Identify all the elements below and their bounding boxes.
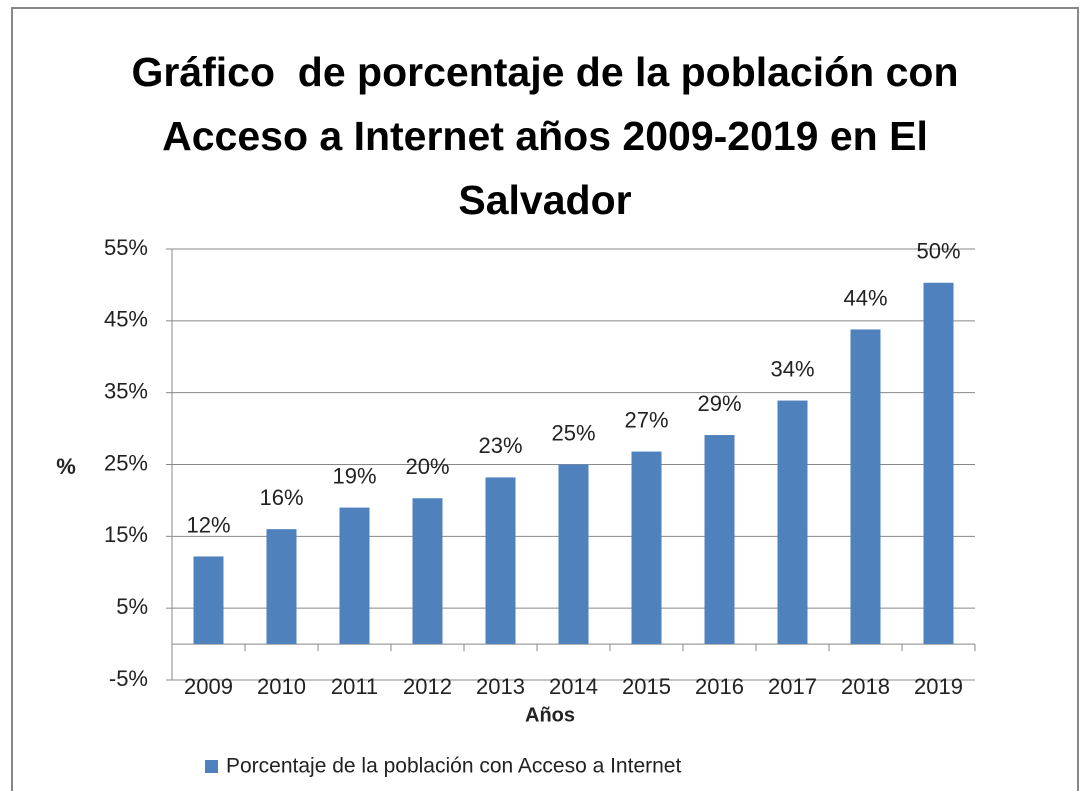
y-tick-label: -5% bbox=[109, 666, 148, 691]
x-axis-label: Años bbox=[525, 704, 575, 726]
bar bbox=[485, 477, 516, 645]
y-tick-label: 5% bbox=[116, 594, 148, 619]
bar bbox=[631, 451, 662, 645]
x-tick-label: 2018 bbox=[841, 674, 890, 699]
data-label: 29% bbox=[697, 391, 741, 416]
data-label: 50% bbox=[916, 239, 960, 264]
x-tick-label: 2019 bbox=[914, 674, 963, 699]
data-label: 44% bbox=[843, 285, 887, 310]
x-tick-label: 2013 bbox=[476, 674, 525, 699]
x-tick-label: 2010 bbox=[257, 674, 306, 699]
y-tick-label: 55% bbox=[104, 235, 148, 260]
bar bbox=[412, 498, 443, 645]
bar bbox=[339, 507, 370, 645]
data-label: 16% bbox=[259, 485, 303, 510]
bar bbox=[777, 400, 808, 645]
chart-title: Gráfico de porcentaje de la población co… bbox=[131, 49, 969, 223]
data-label: 23% bbox=[478, 433, 522, 458]
x-tick-label: 2016 bbox=[695, 674, 744, 699]
data-label: 20% bbox=[405, 454, 449, 479]
data-label: 25% bbox=[551, 420, 595, 445]
bar bbox=[850, 329, 881, 645]
legend-swatch bbox=[205, 760, 218, 773]
bar bbox=[704, 435, 735, 645]
data-label: 19% bbox=[332, 463, 376, 488]
data-label: 27% bbox=[624, 407, 668, 432]
bar bbox=[923, 282, 954, 645]
y-tick-label: 45% bbox=[104, 307, 148, 332]
chart-border bbox=[11, 7, 1079, 791]
data-label: 34% bbox=[770, 356, 814, 381]
y-tick-label: 25% bbox=[104, 450, 148, 475]
bar bbox=[558, 464, 589, 645]
x-tick-label: 2017 bbox=[768, 674, 817, 699]
y-tick-label: 15% bbox=[104, 522, 148, 547]
legend-label: Porcentaje de la población con Acceso a … bbox=[226, 755, 681, 778]
y-tick-label: 35% bbox=[104, 378, 148, 403]
y-axis-label: % bbox=[56, 454, 76, 479]
x-tick-label: 2014 bbox=[549, 674, 598, 699]
x-tick-label: 2011 bbox=[331, 674, 378, 699]
x-tick-label: 2009 bbox=[184, 674, 233, 699]
bar bbox=[266, 529, 297, 645]
x-tick-label: 2015 bbox=[622, 674, 671, 699]
bar bbox=[193, 556, 224, 645]
data-label: 12% bbox=[186, 512, 230, 537]
x-tick-label: 2012 bbox=[403, 674, 452, 699]
